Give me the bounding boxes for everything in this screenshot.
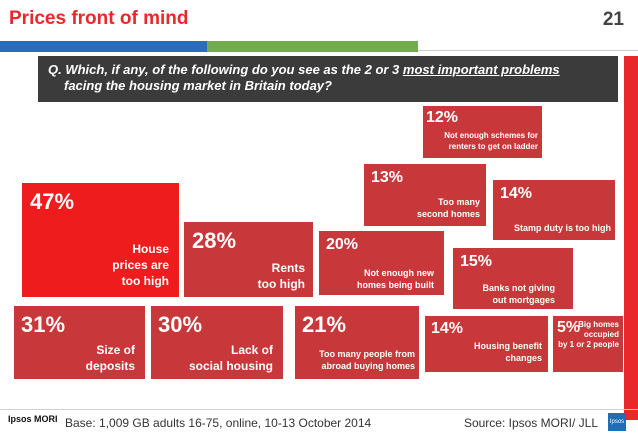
question-line-1: Q. Which, if any, of the following do yo… [48,62,608,78]
footer-divider [0,409,638,410]
result-label: Banks not giving out mortgages [482,283,555,305]
result-label: Size of deposits [85,343,135,373]
result-box: 20% Not enough new homes being built [319,231,444,295]
result-percent: 13% [371,169,404,186]
result-percent: 21% [302,312,347,337]
result-box: 14% Stamp duty is too high [493,180,615,240]
result-box: 21% Too many people from abroad buying h… [295,306,419,379]
result-percent: 15% [460,253,493,270]
result-label: Housing benefit changes [474,341,542,363]
result-percent: 14% [431,320,464,337]
header-rule-green [207,41,418,52]
result-label: Rents too high [257,261,305,291]
result-percent: 31% [21,312,66,337]
result-box: 14% Housing benefit changes [425,316,548,372]
survey-question: Q. Which, if any, of the following do yo… [38,56,618,102]
right-accent-bar [624,56,638,420]
result-percent: 28% [192,228,237,253]
result-percent: 47% [30,189,75,214]
result-label: Too many people from abroad buying homes [319,349,415,371]
ipsos-mori-logo: Ipsos MORI [8,414,58,424]
result-percent: 5% [557,319,581,336]
result-box: 31% Size of deposits [14,306,145,379]
result-label: Big homes occupied by 1 or 2 people [558,320,619,349]
result-box: 12% Not enough schemes for renters to ge… [423,106,542,158]
result-label: Not enough schemes for renters to get on… [444,131,538,151]
source-note: Source: Ipsos MORI/ JLL [463,416,598,430]
page-number: 21 [602,9,624,30]
result-box: 47% House prices are too high [22,183,179,297]
question-line-2: facing the housing market in Britain tod… [64,78,332,93]
result-label: Lack of social housing [188,343,273,373]
header-rule-thin [418,50,638,51]
result-box: 28% Rents too high [184,222,313,297]
result-percent: 30% [158,312,203,337]
ipsos-badge-icon: Ipsos [608,413,626,431]
page-title: Prices front of mind [9,8,189,29]
result-box: 30% Lack of social housing [151,306,283,379]
result-box: 15% Banks not giving out mortgages [453,248,573,309]
result-percent: 20% [326,236,359,253]
result-percent: 12% [426,109,459,126]
header-rule-blue [0,41,207,52]
result-box: 5% Big homes occupied by 1 or 2 people [553,316,623,372]
question-emphasis: most important problems [402,62,560,77]
result-label: Not enough new homes being built [356,268,434,290]
base-note: Base: 1,009 GB adults 16-75, online, 10-… [65,416,372,430]
result-label: House prices are too high [112,242,169,288]
result-label: Too many second homes [416,197,480,219]
result-box: 13% Too many second homes [364,164,486,226]
result-label: Stamp duty is too high [514,223,611,233]
question-prefix: Q. Which, if any, of the following do yo… [48,62,403,77]
result-percent: 14% [500,185,533,202]
